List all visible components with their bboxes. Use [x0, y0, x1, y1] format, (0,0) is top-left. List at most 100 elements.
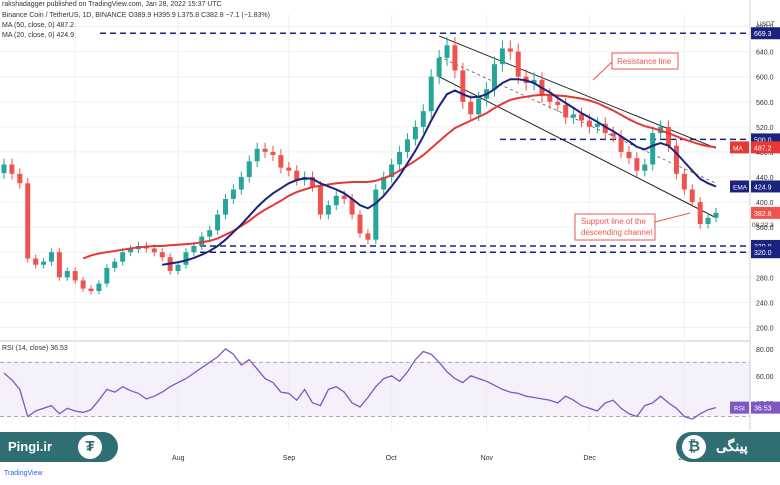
- rsi-legend: RSI (14, close) 36.53: [2, 345, 68, 352]
- candle-body: [238, 177, 244, 190]
- candle-body: [468, 101, 474, 115]
- countdown-label: 08:22:3: [752, 222, 774, 229]
- candle-body: [310, 177, 316, 187]
- candle-body: [1, 164, 7, 174]
- price-tick-label: 360.0: [756, 225, 774, 232]
- rsi-badge: RSI: [734, 406, 745, 413]
- candle-body: [586, 120, 592, 127]
- ma50-badge: MA: [733, 145, 743, 152]
- candle-body: [286, 167, 292, 171]
- bitcoin-icon: ₿: [682, 435, 706, 459]
- candle-body: [223, 198, 229, 215]
- rsi-value-tag-bg: [751, 401, 780, 414]
- candle-body: [650, 133, 656, 165]
- candle-body: [697, 202, 703, 225]
- price-tick-label: 280.0: [756, 275, 774, 282]
- candle-body: [436, 57, 442, 77]
- ma50-line: [82, 93, 717, 260]
- pingi-left-text: Pingi.ir: [8, 439, 53, 454]
- level-320-tag: 320.0: [754, 250, 772, 257]
- ema20-tag-bg: [751, 180, 780, 193]
- rsi-panel: [0, 347, 750, 420]
- candle-body: [207, 230, 213, 237]
- rsi-line: [3, 347, 717, 420]
- resistance-callout-box: [611, 52, 679, 70]
- candle-body: [215, 214, 221, 231]
- ma50-badge-bg: [730, 141, 749, 154]
- candle-body: [88, 288, 94, 292]
- tradingview-credit[interactable]: TradingView: [4, 470, 43, 477]
- candle-body: [515, 51, 521, 77]
- rsi-value-tag: 36.53: [754, 406, 772, 413]
- candle-body: [634, 158, 640, 171]
- candle-body: [270, 151, 276, 156]
- candle-body: [381, 177, 387, 190]
- candle-body: [444, 45, 450, 58]
- candle-body: [491, 64, 497, 90]
- level-669-tag: 669.3: [754, 31, 772, 38]
- candle-body: [673, 145, 679, 174]
- channel-midline: [438, 56, 717, 184]
- price-tick-label: 640.0: [756, 50, 774, 57]
- price-tick-label: 200.0: [756, 325, 774, 332]
- candle-body: [128, 249, 134, 253]
- currency-label: USDT: [757, 21, 775, 28]
- symbol-line: Binance Coin / TetherUS, 1D, BINANCE O38…: [2, 12, 270, 19]
- price-tick-label: 480.0: [756, 150, 774, 157]
- candle-body: [389, 164, 395, 177]
- candle-body: [460, 70, 466, 102]
- candle-body: [262, 148, 268, 152]
- time-tick-label: Dec: [583, 455, 596, 462]
- price-tick-label: 240.0: [756, 300, 774, 307]
- candle-body: [159, 252, 165, 258]
- last-price-tag-bg: [751, 206, 780, 219]
- candle-body: [507, 48, 513, 52]
- candle-body: [17, 173, 23, 184]
- ema20-badge: EMA: [733, 184, 748, 191]
- candle-body: [404, 139, 410, 152]
- candle-body: [349, 198, 355, 215]
- support-callout-pointer: [654, 212, 691, 223]
- candle-body: [48, 252, 54, 262]
- candle-body: [713, 212, 719, 218]
- price-tick-label: 400.0: [756, 200, 774, 207]
- candle-body: [72, 271, 78, 281]
- support-callout-box: [574, 213, 656, 241]
- support-line: [438, 76, 717, 219]
- candle-body: [80, 280, 86, 289]
- last-price-tag: 382.8: [754, 211, 772, 218]
- ma50-legend: MA (50, close, 0) 487.2: [2, 22, 74, 29]
- candle-body: [547, 95, 553, 102]
- candle-body: [397, 151, 403, 165]
- candle-body: [9, 164, 15, 174]
- candles: [1, 37, 719, 295]
- level-320-tag-bg: [751, 246, 780, 259]
- rsi-badge-bg: [730, 401, 749, 414]
- time-axis: JulAugSepOctNovDec2022: [69, 455, 694, 462]
- support-callout-line1: Support line of the: [581, 217, 646, 226]
- candle-body: [563, 104, 569, 118]
- time-tick-label: Nov: [481, 455, 494, 462]
- candle-body: [602, 123, 608, 134]
- candle-body: [618, 136, 624, 152]
- candle-body: [452, 45, 458, 71]
- candle-body: [689, 189, 695, 203]
- candle-body: [120, 252, 126, 262]
- candle-body: [579, 114, 585, 121]
- candle-body: [175, 264, 181, 272]
- candle-body: [230, 189, 236, 199]
- ma20-legend: MA (20, close, 0) 424.9: [2, 32, 74, 39]
- ma50-tag-bg: [751, 141, 780, 154]
- pingi-logo-right[interactable]: ₿ پینگی: [676, 432, 780, 462]
- candle-body: [341, 195, 347, 199]
- candle-body: [191, 245, 197, 253]
- candle-body: [104, 267, 110, 284]
- candle-body: [254, 148, 260, 162]
- support-callout-line2: descending channel: [581, 228, 652, 237]
- pingi-logo-left[interactable]: Pingi.ir ₮: [0, 432, 118, 462]
- candle-body: [626, 151, 632, 159]
- candle-body: [112, 261, 118, 268]
- candle-body: [317, 186, 323, 215]
